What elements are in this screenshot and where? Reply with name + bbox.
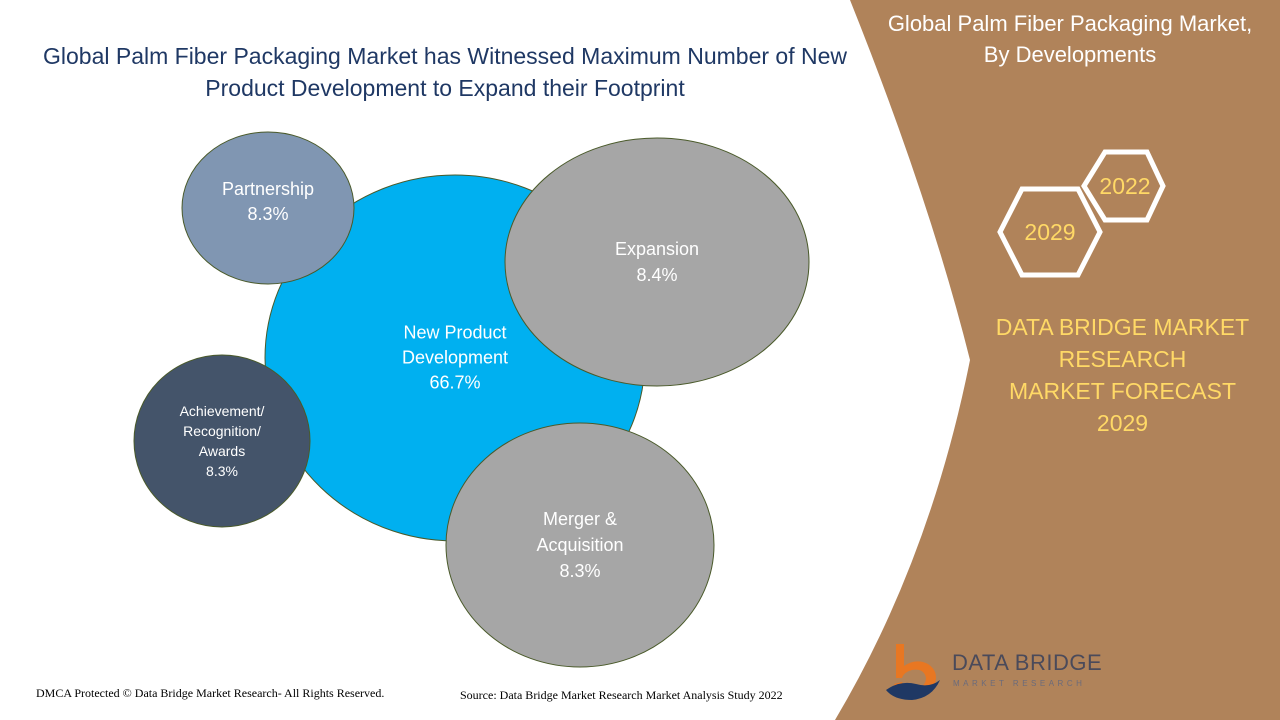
bubble-category-line: New Product: [403, 322, 507, 343]
bubble-label-achievement-recognition-awards: Achievement/Recognition/Awards 8.3%: [180, 401, 265, 481]
chart-title-line-2: Product Development to Expand their Foot…: [205, 75, 685, 101]
bubble-label-merger-acquisition: Merger & Acquisition 8.3%: [536, 506, 623, 584]
bubble-chart: [133, 131, 810, 668]
bubble-category-line: Acquisition: [536, 535, 624, 555]
bubble-value-label: 8.4%: [636, 265, 678, 285]
side-title-line-1: Global Palm Fiber Packaging Market,: [887, 11, 1253, 36]
hexagon-2022-icon: [1081, 149, 1166, 223]
forecast-text: DATA BRIDGE MARKET RESEARCH MARKET FOREC…: [980, 311, 1265, 439]
copyright-text: DMCA Protected © Data Bridge Market Rese…: [36, 686, 385, 700]
bubble-partnership: [181, 131, 355, 285]
bubble-value-label: 8.3%: [559, 561, 601, 581]
bubble-merger-acquisition: [445, 422, 715, 668]
bubble-value-label: 8.3%: [247, 204, 289, 224]
year-2029-label: 2029: [1024, 219, 1076, 245]
logo-tagline: MARKET RESEARCH: [953, 679, 1086, 688]
side-title-line-2: By Developments: [983, 42, 1157, 67]
logo-name: DATA BRIDGE: [952, 650, 1103, 675]
chart-title-line-1: Global Palm Fiber Packaging Market has W…: [42, 43, 847, 69]
forecast-line-2: RESEARCH: [1058, 346, 1187, 372]
forecast-line-3: MARKET FORECAST: [1008, 378, 1237, 404]
forecast-line-4: 2029: [1096, 410, 1149, 436]
year-2022-label: 2022: [1099, 173, 1151, 199]
bubble-category-line: Awards: [198, 443, 246, 459]
side-panel-background: [835, 0, 1280, 720]
bubble-category-line: Recognition/: [183, 423, 261, 439]
bubble-category-line: Expansion: [614, 239, 700, 259]
data-bridge-logo: DATA BRIDGE MARKET RESEARCH: [882, 640, 1112, 702]
bubble-category-line: Partnership: [221, 179, 315, 199]
bubble-label-expansion: Expansion 8.4%: [615, 236, 699, 288]
bubble-value-label: 66.7%: [429, 372, 481, 393]
bubble-achievement-recognition-awards: [133, 354, 311, 528]
bubble-label-new-product-development: New Product Development 66.7%: [402, 321, 508, 396]
source-text: Source: Data Bridge Market Research Mark…: [460, 688, 783, 702]
forecast-line-1: DATA BRIDGE MARKET: [995, 314, 1250, 340]
bubble-category-line: Development: [401, 347, 509, 368]
data-bridge-logo-icon: [886, 644, 940, 700]
bubble-value-label: 8.3%: [206, 463, 238, 479]
side-panel-title: Global Palm Fiber Packaging Market, By D…: [860, 8, 1280, 70]
hexagon-2029-icon: [997, 186, 1103, 278]
bubble-expansion: [504, 137, 810, 387]
bubble-category-line: Achievement/: [179, 403, 265, 419]
bubble-label-partnership: Partnership 8.3%: [222, 177, 314, 227]
bubble-category-line: Merger &: [542, 509, 618, 529]
chart-title: Global Palm Fiber Packaging Market has W…: [10, 40, 880, 104]
